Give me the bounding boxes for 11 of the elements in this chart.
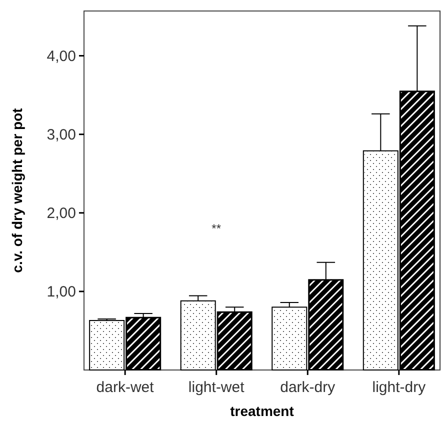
y-tick-label: 2,00 <box>46 205 76 222</box>
y-tick-label: 3,00 <box>46 126 76 144</box>
y-axis-title: c.v. of dry weight per pot <box>9 108 25 273</box>
x-axis-title: treatment <box>230 403 294 419</box>
x-tick-label: dark-dry <box>280 379 336 396</box>
y-tick-label: 4,00 <box>46 48 76 66</box>
x-tick-label: light-dry <box>372 379 426 396</box>
x-tick-label: dark-wet <box>96 379 155 396</box>
x-tick-label: light-wet <box>188 379 246 396</box>
annotation: ** <box>212 221 222 236</box>
y-tick-label: 1,00 <box>46 284 76 301</box>
